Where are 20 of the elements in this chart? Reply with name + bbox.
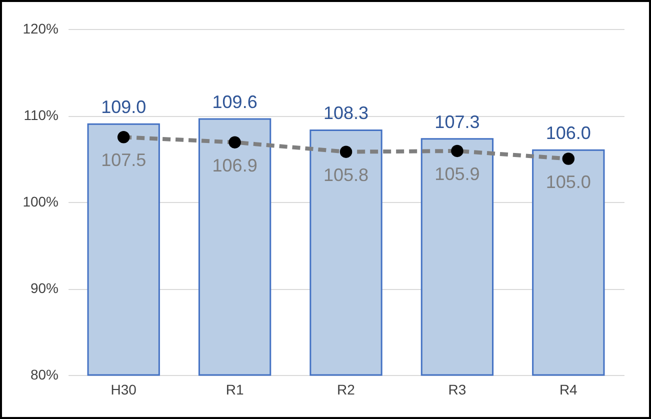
y-tick-label: 80% [30,366,58,382]
data-label: 105.8 [323,164,369,185]
data-label: 106.9 [212,155,258,176]
x-tick-label: R4 [559,382,578,398]
data-label: 106.0 [546,123,591,144]
x-tick-label: H30 [110,382,137,398]
data-label: 105.0 [546,172,591,192]
data-label: 107.5 [101,150,146,170]
data-label: 107.3 [434,112,480,132]
x-tick-label: R3 [448,382,466,398]
y-tick-label: 90% [30,280,58,296]
y-tick-label: 120% [22,20,58,36]
data-label: 109.6 [212,92,258,112]
data-label: 105.9 [434,164,480,184]
x-tick-label: R1 [226,382,244,398]
data-label: 109.0 [101,97,146,118]
y-tick-label: 110% [24,107,58,123]
data-label: 108.3 [323,103,369,124]
x-tick-label: R2 [337,382,356,398]
y-tick-label: 100% [22,194,58,210]
